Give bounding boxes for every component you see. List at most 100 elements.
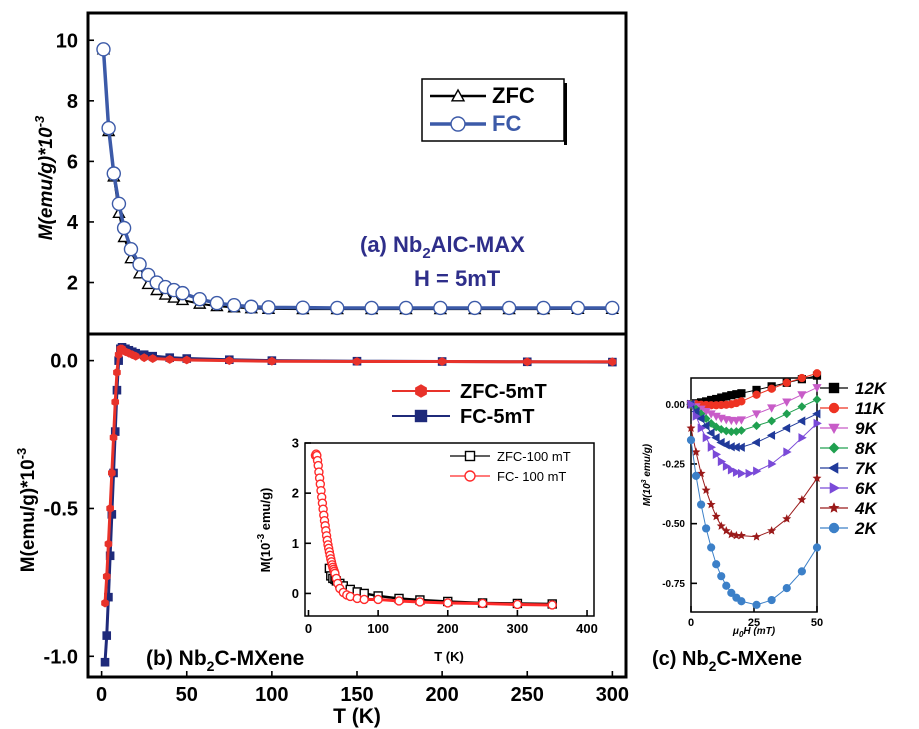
y-label-exp: -3: [32, 115, 47, 127]
data-point: [106, 504, 114, 513]
panel-subtitle-a: H = 5mT: [414, 266, 501, 291]
data-point: [737, 468, 747, 479]
panel-title-c: (c) Nb2C-MXene: [652, 648, 802, 674]
y-axis-label-inset: M(10-3 emu/g): [256, 488, 273, 573]
data-point: [768, 459, 777, 469]
title-part: C-MXene: [716, 648, 802, 670]
data-point: [123, 242, 139, 257]
series-6k-c: [687, 399, 822, 479]
series-line: [690, 440, 818, 606]
data-point: [706, 499, 716, 509]
data-point: [707, 442, 717, 452]
data-point: [108, 468, 116, 478]
series-zfc-5mt-b: [101, 344, 617, 608]
data-point: [116, 220, 132, 236]
data-point: [812, 384, 822, 393]
data-point: [782, 398, 792, 407]
data-point: [165, 355, 174, 364]
data-point: [797, 567, 806, 576]
y-tick-label: 4: [67, 212, 79, 234]
x-axis-label-c: μ0H (mT): [732, 626, 776, 639]
data-point: [101, 120, 116, 136]
legend-a: ZFC FC: [421, 78, 567, 145]
data-point: [751, 437, 760, 448]
data-point: [175, 285, 190, 301]
y-tick-label: 1: [292, 536, 299, 551]
x-label-main: μ: [732, 626, 739, 637]
title-subscript: 2: [709, 658, 717, 674]
data-point: [100, 657, 110, 667]
series-inset-1: [310, 449, 557, 610]
data-point: [438, 357, 446, 366]
data-point: [727, 465, 737, 475]
x-tick-label: 200: [437, 621, 459, 636]
data-point: [209, 295, 225, 311]
legend-label-zfc: ZFC-5mT: [460, 381, 547, 403]
data-point: [182, 355, 191, 365]
legend-label-7k: 7K: [855, 459, 878, 478]
data-point: [111, 397, 120, 407]
data-point: [104, 539, 113, 549]
data-point: [102, 572, 111, 581]
data-point: [702, 524, 711, 533]
legend-box: [421, 78, 565, 142]
data-point: [712, 449, 722, 459]
data-point: [721, 526, 731, 535]
data-point: [752, 390, 761, 399]
data-point: [737, 597, 746, 606]
data-point: [686, 435, 696, 445]
data-point: [736, 442, 745, 452]
y-tick-label: 2: [67, 273, 78, 295]
data-point: [781, 423, 791, 433]
x-tick-label: 150: [340, 684, 373, 706]
data-point: [732, 467, 742, 477]
y-tick-label: -0.25: [662, 459, 685, 470]
legend-label-11k: 11K: [855, 399, 887, 418]
data-point: [766, 430, 776, 440]
x-label-sub: 0: [739, 630, 744, 639]
x-tick-label: 50: [176, 684, 198, 706]
data-point: [717, 572, 726, 581]
y-label-main: M(10: [642, 483, 653, 506]
data-point: [797, 495, 807, 504]
data-point: [767, 384, 776, 393]
title-part: (a) Nb: [360, 232, 422, 257]
data-point: [132, 257, 147, 272]
legend-marker-fc: [464, 470, 476, 482]
y-tick-label: 6: [67, 151, 78, 173]
legend-label-9k: 9K: [855, 419, 878, 438]
data-point: [731, 417, 741, 426]
y-tick-label: -0.75: [662, 579, 685, 590]
legend-marker-6k: [829, 482, 840, 494]
data-point: [415, 597, 425, 607]
series-4k-c: [686, 423, 822, 541]
data-point: [373, 594, 383, 605]
data-point: [701, 421, 710, 431]
legend-marker-zfc: [415, 384, 427, 398]
series-11k-c: [686, 369, 822, 410]
data-point: [394, 596, 404, 606]
data-point: [268, 356, 276, 366]
y-label-tail: emu/g): [642, 443, 653, 479]
legend-label-fc: FC: [492, 111, 521, 136]
x-label-tail: H (mT): [743, 626, 775, 637]
y-label-main: M(10: [258, 543, 273, 573]
data-point: [225, 356, 234, 366]
data-point: [706, 428, 715, 438]
legend-label-zfc: ZFC: [492, 83, 535, 108]
data-point: [767, 595, 776, 605]
data-point: [727, 588, 736, 597]
series-line: [690, 428, 818, 538]
legend-shadow: [564, 83, 567, 145]
data-point: [244, 299, 259, 314]
y-tick-label: -0.50: [662, 519, 685, 530]
title-part: (b) Nb: [146, 647, 207, 670]
data-point: [736, 530, 746, 540]
data-point: [536, 300, 551, 316]
data-point: [702, 433, 711, 443]
data-point: [797, 416, 806, 426]
series-9k-c: [686, 384, 822, 426]
data-point: [696, 414, 705, 424]
data-point: [707, 543, 716, 552]
data-point: [722, 461, 732, 471]
